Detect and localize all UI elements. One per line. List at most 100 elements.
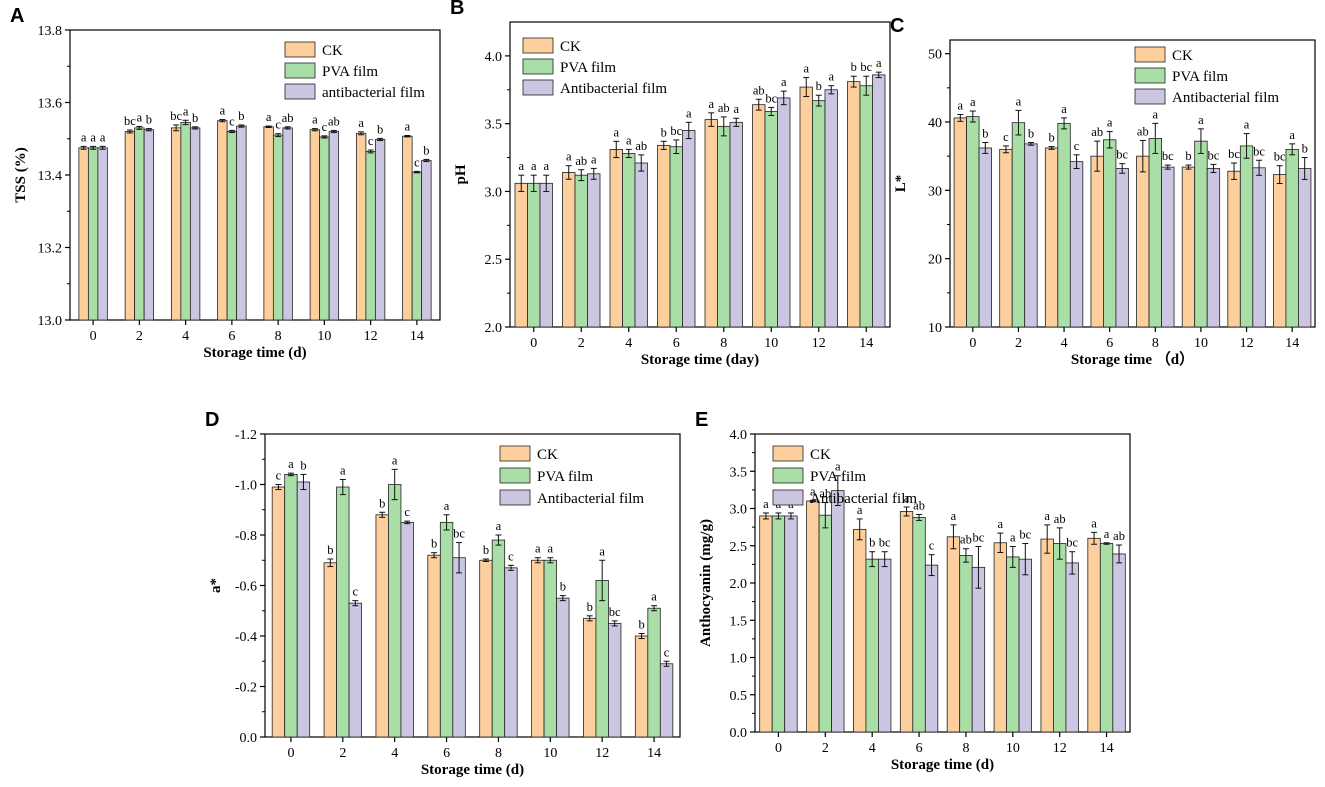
significance-letter: b [1028, 127, 1034, 141]
significance-letter: b [661, 125, 667, 139]
x-tick-label: 8 [275, 329, 282, 344]
significance-letter: b [982, 127, 988, 141]
bar [1018, 558, 1032, 733]
y-tick-label: 13.4 [38, 169, 63, 184]
significance-letter: c [508, 549, 514, 563]
significance-letter: a [810, 484, 816, 498]
legend-swatch [499, 467, 531, 484]
legend-label: PVA film [322, 64, 378, 80]
significance-letter: a [266, 110, 272, 124]
significance-letter: a [543, 159, 549, 173]
legend-label: antibacterial film [322, 85, 425, 101]
significance-letter: a [835, 460, 841, 474]
bar [1181, 166, 1196, 328]
significance-letter: b [327, 543, 333, 557]
y-tick-label: 2.5 [730, 540, 748, 555]
significance-letter: a [518, 159, 524, 173]
significance-letter: a [970, 95, 976, 109]
bar [452, 557, 466, 738]
y-tick-label: 13.8 [38, 24, 63, 39]
legend-swatch [1134, 46, 1166, 63]
legend-label: Antibacterial film [537, 491, 644, 507]
bar [1069, 161, 1084, 328]
significance-letter: a [100, 130, 106, 144]
bar [818, 514, 832, 733]
significance-letter: ab [960, 533, 972, 547]
bar [669, 146, 683, 328]
significance-letter: a [548, 542, 554, 556]
plot-frame [509, 21, 891, 328]
bar [865, 558, 879, 733]
bar [682, 130, 696, 328]
x-tick-label: 6 [1106, 336, 1113, 351]
bar [1011, 122, 1026, 328]
significance-letter: a [599, 544, 605, 558]
legend-swatch [284, 62, 316, 79]
x-tick-label: 0 [530, 336, 537, 351]
bar [647, 607, 661, 738]
bar [634, 162, 648, 328]
significance-letter: a [1107, 116, 1113, 130]
bar [912, 517, 926, 733]
bar [336, 486, 350, 738]
bar [323, 562, 337, 738]
bar [143, 129, 155, 321]
bar [924, 564, 939, 733]
significance-letter: a [358, 116, 364, 130]
y-tick-label: 3.5 [485, 118, 503, 133]
significance-letter: bc [973, 530, 985, 544]
y-tick-label: 3.0 [485, 185, 503, 200]
significance-letter: a [1010, 530, 1016, 544]
bar [583, 617, 597, 738]
bar [899, 511, 914, 733]
x-tick-label: 10 [764, 336, 778, 351]
y-tick-label: 30 [928, 184, 942, 199]
x-tick-label: 8 [720, 336, 727, 351]
panel-a: A 13.0 13.2 13.4 13.6 13.8 TSS (%) 0 2 4 6 8 10 12 14 S… [10, 5, 441, 361]
bar [427, 554, 441, 738]
significance-letter: ab [1054, 512, 1066, 526]
significance-letter: bc [1208, 148, 1220, 162]
x-tick-label: 10 [1194, 336, 1208, 351]
bar [531, 559, 545, 738]
bar [504, 567, 518, 738]
panel-e: E 0.0 0.5 1.0 1.5 2.0 2.5 3.0 3.5 4.0 Anthocyanin … [695, 409, 1131, 773]
y-tick-label: 13.0 [38, 314, 63, 329]
bar [180, 122, 191, 321]
bar [1273, 174, 1287, 328]
x-tick-label: 12 [595, 746, 609, 761]
significance-letter: c [414, 155, 420, 169]
significance-letter: c [322, 120, 328, 134]
significance-letter: ab [819, 487, 831, 501]
significance-letter: ab [635, 139, 647, 153]
bar [1099, 543, 1114, 733]
panel-letter: B [450, 0, 464, 19]
bar [595, 580, 609, 738]
significance-letter: a [90, 130, 96, 144]
bar [859, 85, 873, 328]
significance-letter: c [1003, 130, 1009, 144]
significance-letter: c [353, 585, 359, 599]
bar [657, 144, 671, 328]
bar [659, 663, 674, 738]
legend-swatch [522, 58, 554, 75]
y-tick-label: 2.0 [485, 321, 503, 336]
bar [759, 515, 773, 733]
x-tick-label: 8 [1152, 336, 1159, 351]
significance-letter: b [300, 458, 306, 472]
significance-letter: c [404, 505, 410, 519]
panel-letter: D [205, 409, 219, 431]
significance-letter: c [368, 134, 374, 148]
significance-letter: c [229, 114, 235, 128]
significance-letter: bc [1228, 147, 1240, 161]
x-tick-label: 6 [916, 741, 923, 756]
legend-label: CK [1172, 48, 1193, 64]
significance-letter: bc [1019, 528, 1031, 542]
bar [1161, 166, 1175, 328]
bar [491, 539, 506, 738]
bar [1103, 139, 1117, 328]
y-tick-label: 0.0 [240, 731, 258, 746]
y-tick-label: 0.5 [730, 689, 748, 704]
bar [400, 521, 414, 738]
